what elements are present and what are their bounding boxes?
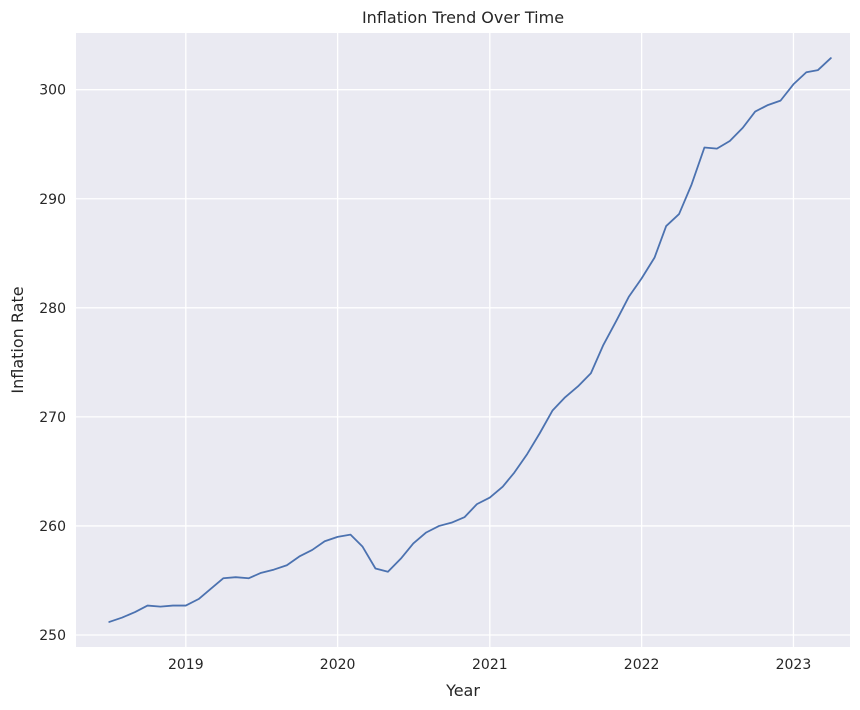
y-tick-label: 290 — [39, 192, 66, 208]
y-tick-label: 260 — [39, 519, 66, 535]
x-tick-label: 2023 — [776, 657, 812, 673]
y-tick-label: 280 — [39, 301, 66, 317]
plot-area — [76, 33, 850, 647]
y-axis: 250 260 270 280 290 300 — [39, 83, 66, 644]
x-tick-label: 2021 — [472, 657, 508, 673]
y-axis-title: Inflation Rate — [8, 286, 27, 393]
series-line — [108, 57, 832, 623]
y-tick-label: 250 — [39, 628, 66, 644]
x-axis-title: Year — [445, 681, 480, 700]
x-tick-label: 2020 — [320, 657, 356, 673]
y-tick-label: 270 — [39, 410, 66, 426]
x-tick-label: 2022 — [624, 657, 660, 673]
grid-lines — [76, 33, 850, 647]
chart-title: Inflation Trend Over Time — [362, 8, 564, 27]
x-tick-label: 2019 — [168, 657, 204, 673]
x-axis: 2019 2020 2021 2022 2023 — [168, 657, 811, 673]
y-tick-label: 300 — [39, 83, 66, 99]
